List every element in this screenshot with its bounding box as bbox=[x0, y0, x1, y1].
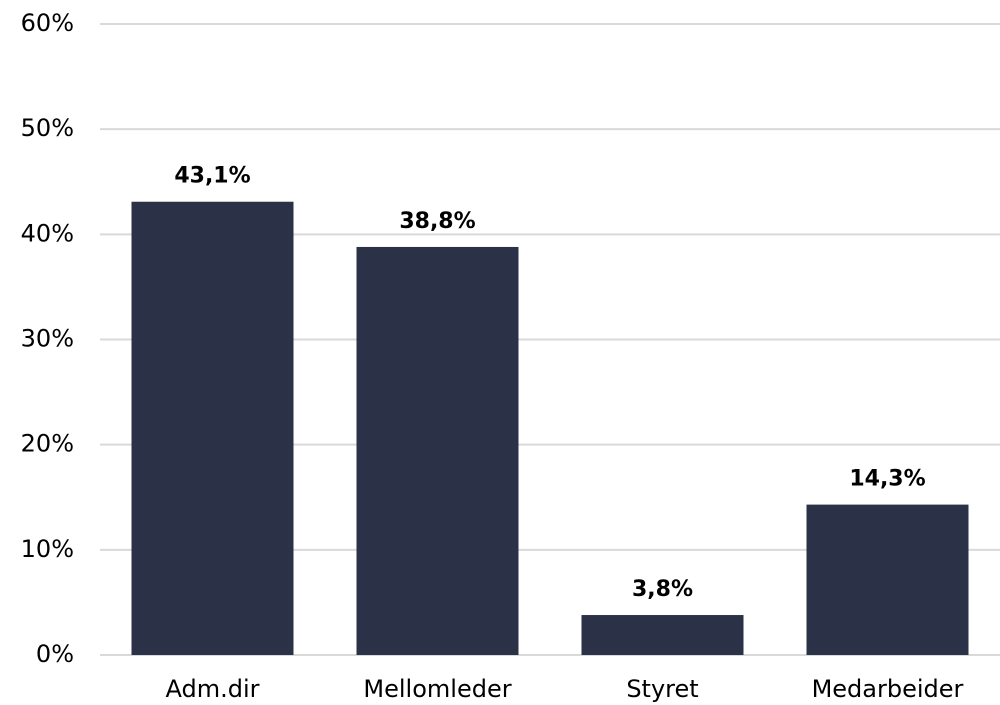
x-tick-label: Medarbeider bbox=[812, 675, 964, 703]
y-tick-label: 20% bbox=[21, 430, 74, 458]
value-label: 43,1% bbox=[174, 164, 250, 189]
y-tick-label: 10% bbox=[21, 535, 74, 563]
y-tick-label: 30% bbox=[21, 325, 74, 353]
bar bbox=[356, 246, 519, 655]
y-tick-label: 0% bbox=[36, 640, 74, 668]
y-tick-label: 50% bbox=[21, 114, 74, 142]
value-label: 38,8% bbox=[399, 209, 475, 234]
y-tick-label: 60% bbox=[21, 9, 74, 37]
y-tick-label: 40% bbox=[21, 219, 74, 247]
bar bbox=[806, 504, 969, 655]
bar bbox=[581, 615, 744, 655]
bar bbox=[131, 201, 294, 655]
x-tick-label: Adm.dir bbox=[165, 675, 259, 703]
value-label: 14,3% bbox=[849, 467, 925, 492]
x-tick-label: Mellomleder bbox=[363, 675, 511, 703]
x-tick-label: Styret bbox=[626, 675, 698, 703]
value-label: 3,8% bbox=[632, 577, 693, 602]
